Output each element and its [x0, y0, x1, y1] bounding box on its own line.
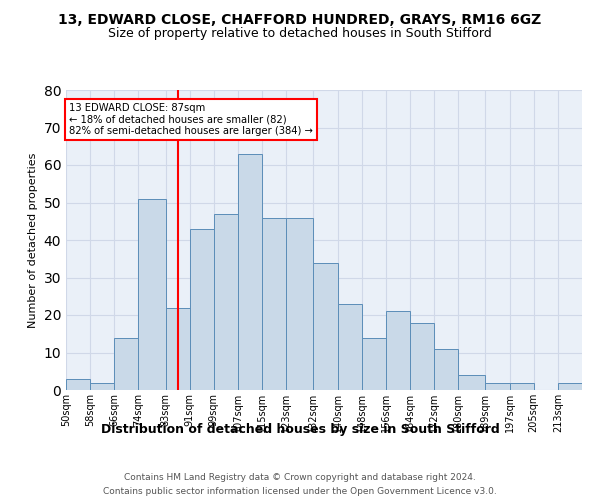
Y-axis label: Number of detached properties: Number of detached properties: [28, 152, 38, 328]
Text: 13, EDWARD CLOSE, CHAFFORD HUNDRED, GRAYS, RM16 6GZ: 13, EDWARD CLOSE, CHAFFORD HUNDRED, GRAY…: [58, 12, 542, 26]
Bar: [458, 375, 485, 390]
Bar: [338, 304, 362, 390]
Text: Distribution of detached houses by size in South Stifford: Distribution of detached houses by size …: [101, 422, 499, 436]
Bar: [410, 322, 434, 390]
Bar: [166, 308, 190, 390]
Bar: [139, 198, 166, 390]
Bar: [66, 379, 90, 390]
Text: 13 EDWARD CLOSE: 87sqm
← 18% of detached houses are smaller (82)
82% of semi-det: 13 EDWARD CLOSE: 87sqm ← 18% of detached…: [69, 103, 313, 136]
Bar: [362, 338, 386, 390]
Text: Size of property relative to detached houses in South Stifford: Size of property relative to detached ho…: [108, 28, 492, 40]
Bar: [90, 382, 114, 390]
Bar: [313, 262, 338, 390]
Bar: [238, 154, 262, 390]
Bar: [262, 218, 286, 390]
Text: Contains HM Land Registry data © Crown copyright and database right 2024.: Contains HM Land Registry data © Crown c…: [124, 472, 476, 482]
Bar: [190, 229, 214, 390]
Bar: [509, 382, 534, 390]
Bar: [286, 218, 313, 390]
Bar: [434, 349, 458, 390]
Text: Contains public sector information licensed under the Open Government Licence v3: Contains public sector information licen…: [103, 488, 497, 496]
Bar: [386, 311, 410, 390]
Bar: [114, 338, 139, 390]
Bar: [485, 382, 509, 390]
Bar: [558, 382, 582, 390]
Bar: [214, 214, 238, 390]
